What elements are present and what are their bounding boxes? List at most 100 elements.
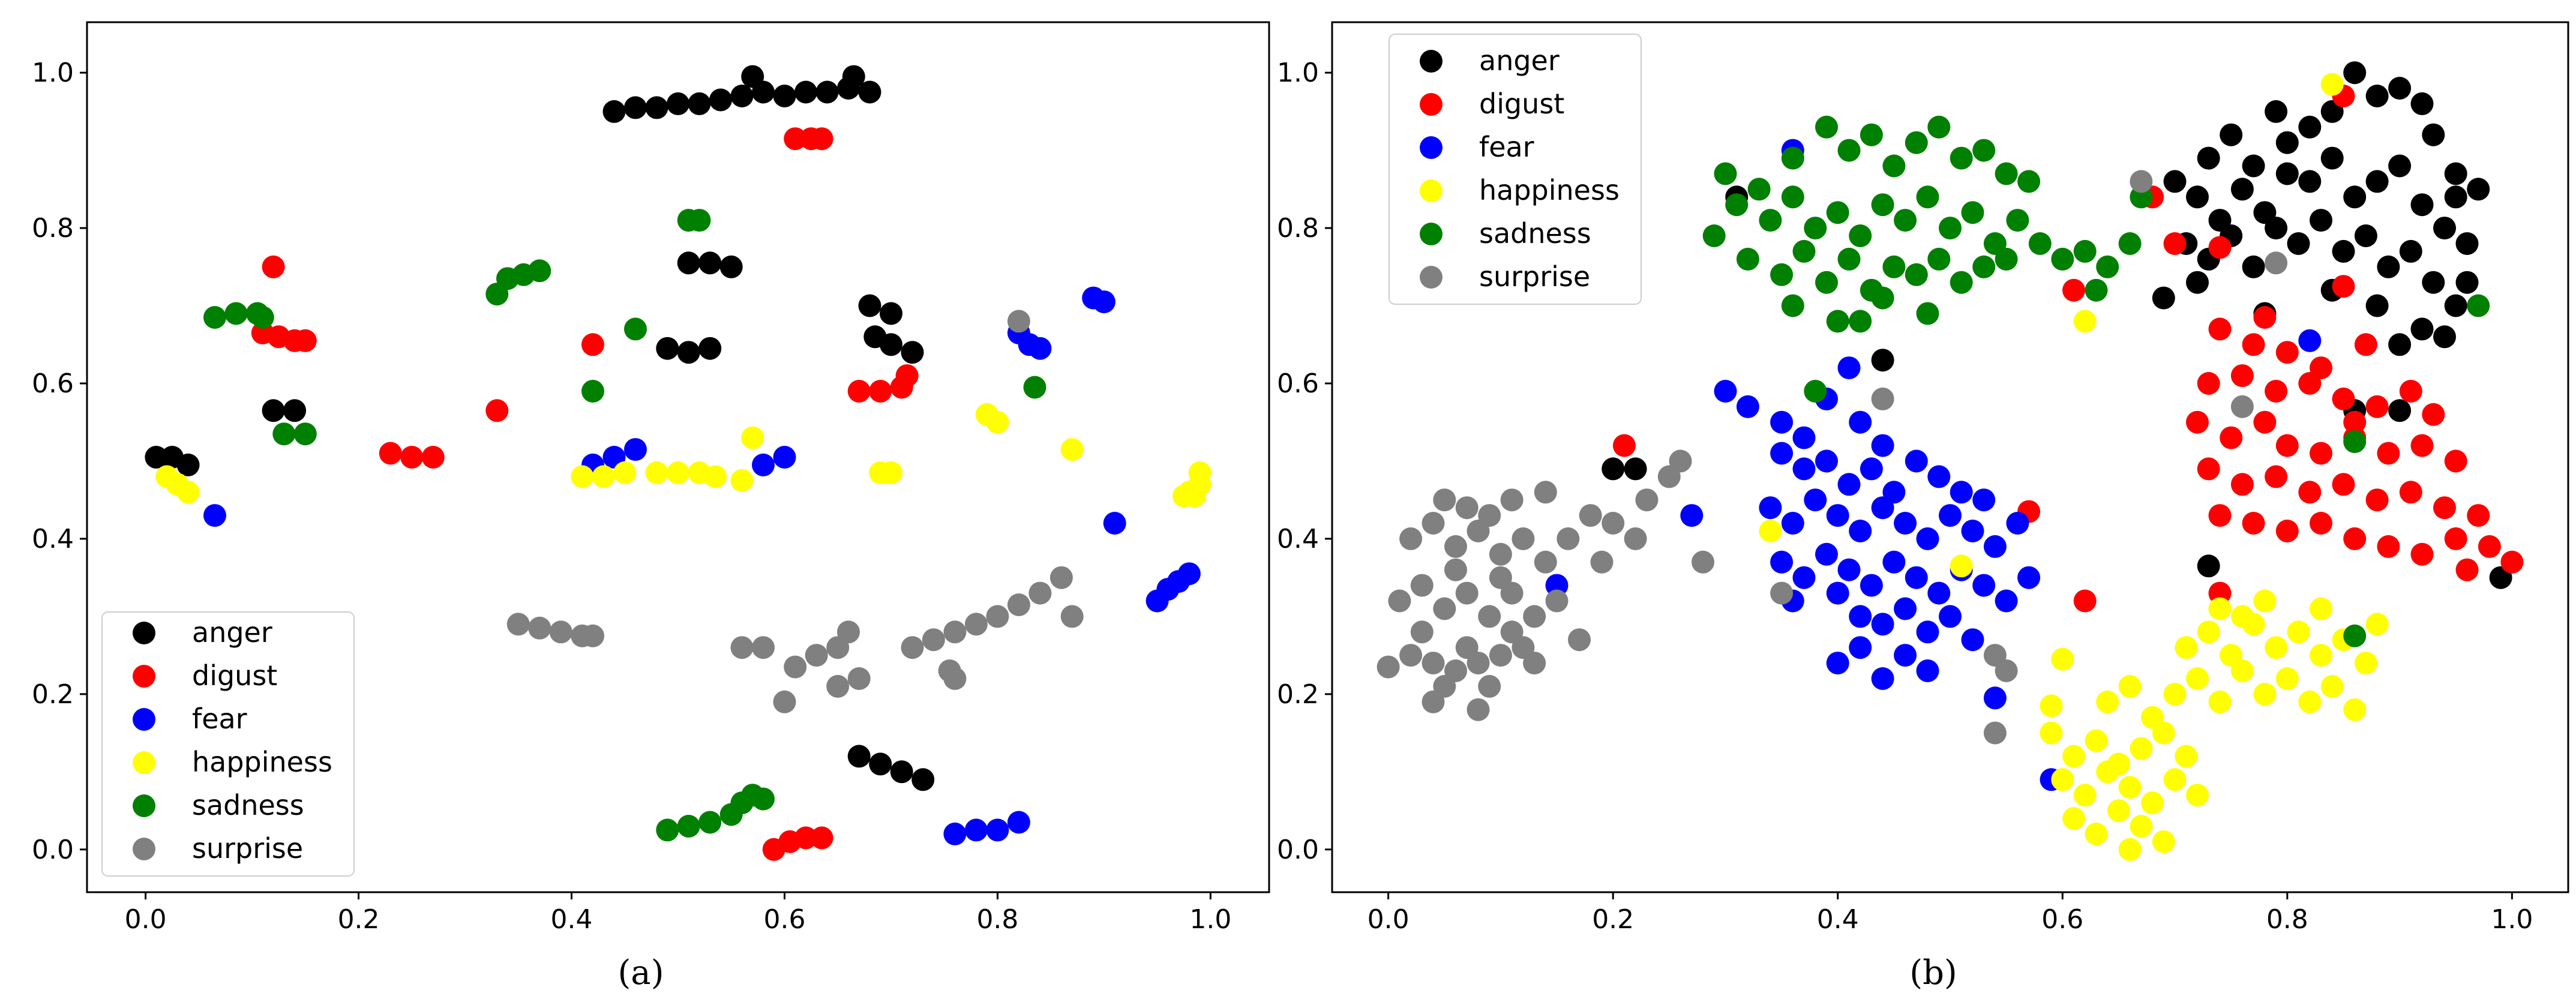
- legend-label: digust: [192, 659, 277, 692]
- data-point: [1049, 566, 1073, 589]
- data-point: [2062, 745, 2085, 768]
- data-point: [2310, 644, 2332, 667]
- data-point: [1815, 542, 1838, 566]
- data-point: [2444, 527, 2467, 550]
- data-point: [773, 690, 796, 713]
- data-point: [704, 465, 727, 488]
- data-point: [2230, 605, 2254, 628]
- data-point: [2253, 410, 2277, 434]
- legend-marker: [1420, 136, 1443, 159]
- data-point: [2062, 278, 2085, 302]
- data-point: [2467, 504, 2490, 527]
- data-point: [943, 620, 967, 644]
- data-point: [847, 667, 871, 690]
- data-point: [1860, 457, 1883, 481]
- data-point: [1725, 193, 1749, 217]
- data-point: [2230, 364, 2254, 388]
- data-point: [1433, 488, 1456, 512]
- data-point: [1916, 527, 1939, 550]
- data-point: [1916, 620, 1939, 644]
- data-point: [677, 251, 700, 275]
- x-tick-label: 1.0: [1189, 904, 1231, 935]
- data-point: [1961, 520, 1984, 542]
- data-point: [1860, 123, 1883, 146]
- data-point: [528, 259, 551, 283]
- legend-frame: [1389, 34, 1642, 305]
- data-point: [2040, 721, 2063, 745]
- data-point: [2230, 178, 2254, 201]
- data-point: [1815, 271, 1838, 294]
- data-point: [2096, 760, 2119, 784]
- legend-frame: [101, 611, 355, 877]
- caption: (a): [617, 953, 664, 992]
- data-point: [1444, 659, 1467, 682]
- data-point: [1871, 496, 1894, 520]
- data-point: [2320, 73, 2344, 96]
- data-point: [1826, 201, 1849, 224]
- data-point: [752, 787, 775, 811]
- data-point: [869, 752, 892, 776]
- data-point: [698, 811, 722, 834]
- data-point: [1590, 550, 1614, 574]
- data-point: [688, 209, 711, 232]
- data-point: [2298, 170, 2322, 193]
- data-point: [986, 818, 1009, 842]
- data-point: [1871, 613, 1894, 636]
- data-point: [1860, 574, 1883, 597]
- data-point: [2163, 768, 2187, 791]
- data-point: [2377, 442, 2400, 465]
- data-point: [1882, 550, 1906, 574]
- data-point: [1849, 636, 1872, 659]
- data-point: [842, 65, 865, 88]
- axis-ticks: 0.0 0.2 0.4 0.6 0.8 1.0 0.0 0.2 0.4 0.6 0.8 1.0: [32, 58, 1231, 935]
- data-point: [1455, 496, 1479, 520]
- data-point: [1512, 527, 1535, 550]
- data-point: [2298, 372, 2322, 395]
- data-point: [251, 306, 274, 329]
- data-point: [1849, 310, 1872, 333]
- data-point: [1444, 558, 1467, 581]
- data-point: [528, 616, 551, 640]
- legend-marker: [1420, 179, 1443, 202]
- data-point: [2343, 430, 2367, 454]
- data-point: [1188, 461, 1211, 484]
- data-point: [1007, 593, 1030, 616]
- data-point: [1467, 652, 1490, 675]
- legend-label: anger: [192, 616, 272, 649]
- data-point: [2444, 185, 2467, 209]
- data-point: [1792, 426, 1816, 449]
- data-point: [1736, 247, 1759, 271]
- data-point: [1714, 162, 1737, 185]
- data-point: [986, 605, 1009, 628]
- data-point: [1871, 667, 1894, 690]
- data-point: [2444, 294, 2467, 317]
- data-point: [1916, 185, 1939, 209]
- x-tick-label: 0.6: [2041, 904, 2083, 935]
- data-point: [2186, 185, 2209, 209]
- data-point: [1534, 550, 1557, 574]
- data-point: [2275, 667, 2299, 690]
- data-point: [1579, 504, 1602, 527]
- data-point: [262, 399, 285, 422]
- data-point: [2422, 403, 2445, 426]
- data-point: [2298, 481, 2322, 504]
- data-point: [1950, 481, 1973, 504]
- data-point: [1871, 349, 1894, 372]
- data-point: [1388, 589, 1411, 613]
- data-point: [794, 80, 817, 104]
- data-point: [2388, 333, 2412, 356]
- data-point: [2073, 310, 2097, 333]
- data-point: [895, 364, 919, 388]
- data-point: [698, 251, 722, 275]
- data-point: [2422, 271, 2445, 294]
- data-point: [2208, 504, 2232, 527]
- data-point: [890, 760, 913, 784]
- data-point: [2006, 512, 2029, 535]
- data-point: [2433, 217, 2456, 240]
- data-point: [922, 628, 945, 652]
- data-point: [1172, 484, 1195, 508]
- data-point: [1747, 178, 1771, 201]
- data-point: [1023, 376, 1046, 399]
- data-point: [2388, 77, 2412, 100]
- data-point: [773, 446, 796, 469]
